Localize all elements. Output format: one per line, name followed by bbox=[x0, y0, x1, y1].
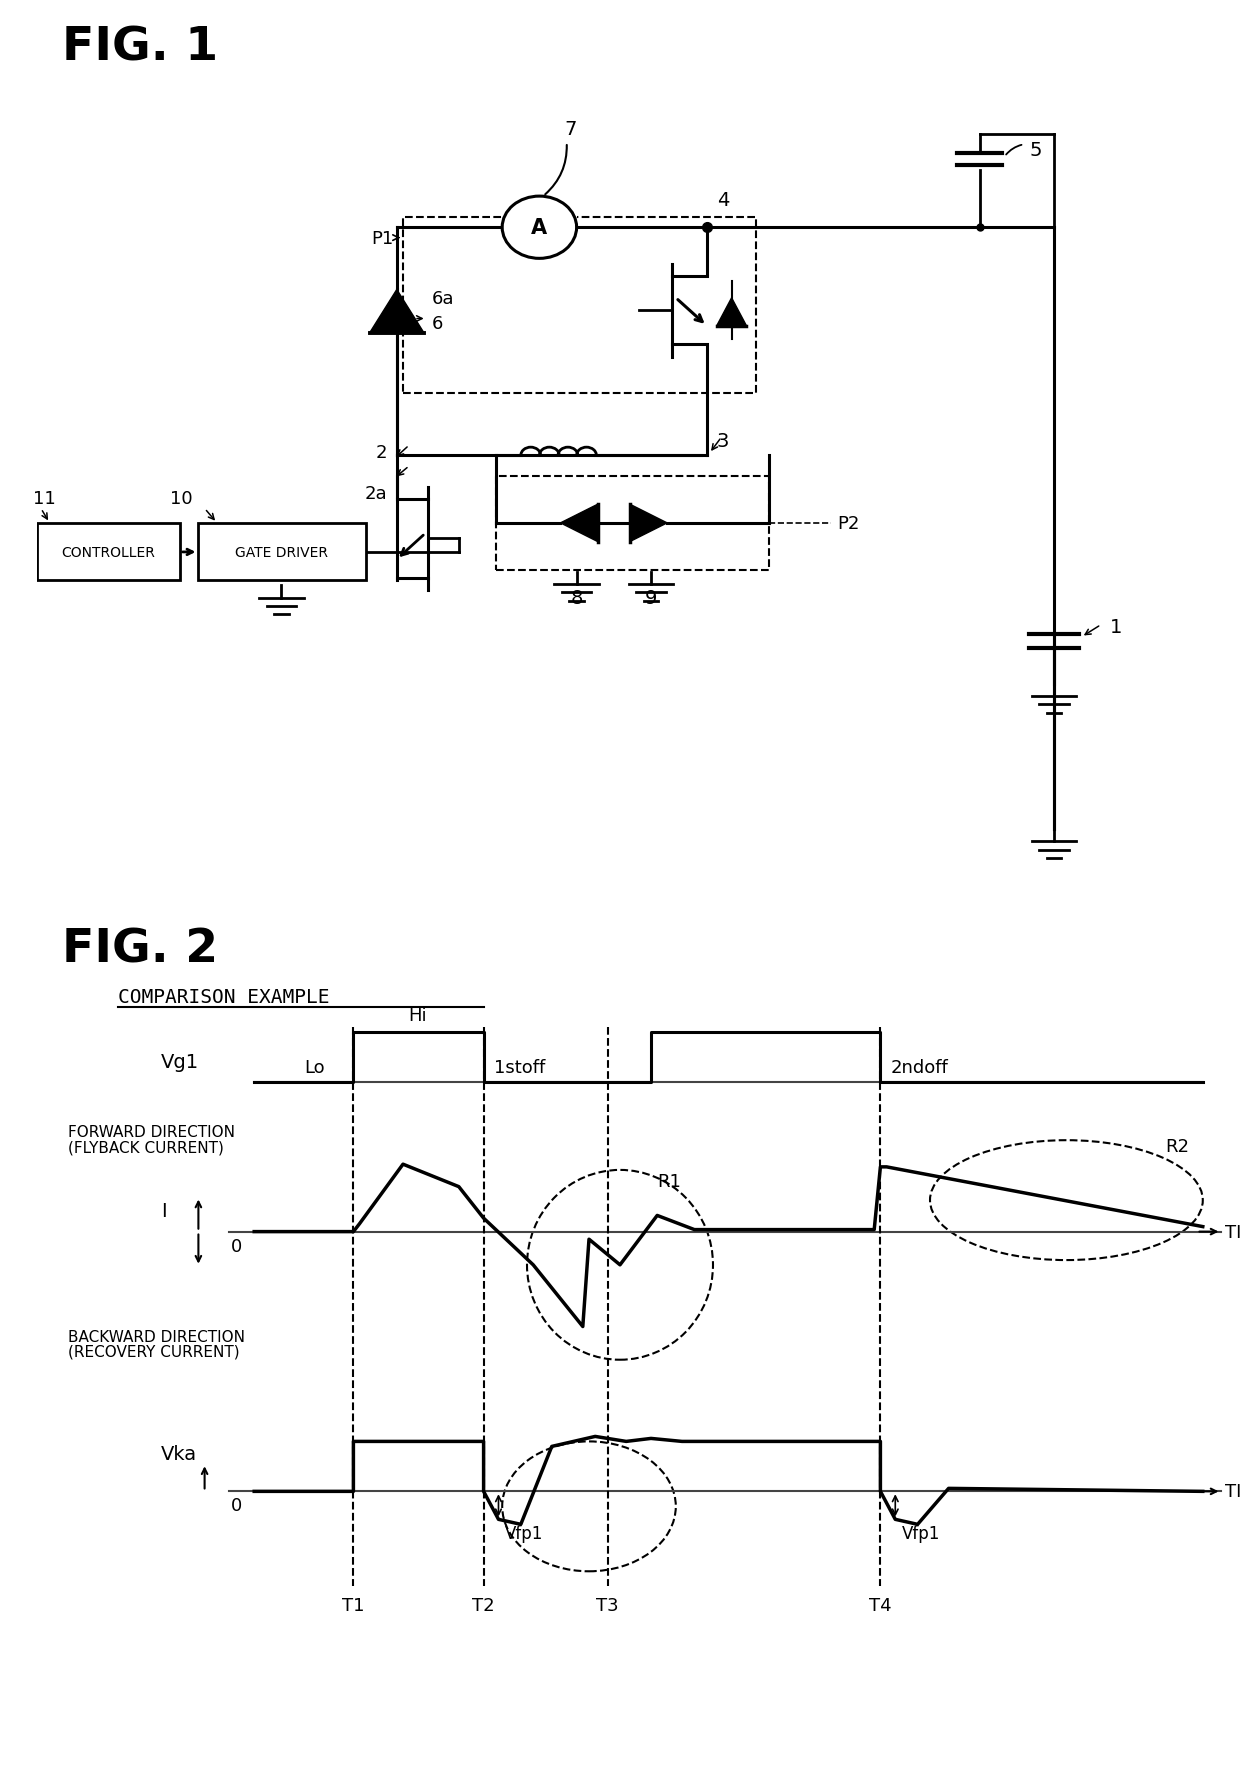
Text: T2: T2 bbox=[472, 1596, 495, 1614]
Text: 2: 2 bbox=[376, 444, 387, 462]
Text: A: A bbox=[531, 218, 548, 238]
Text: 0: 0 bbox=[231, 1497, 242, 1515]
Text: I: I bbox=[161, 1200, 167, 1220]
Text: 2ndoff: 2ndoff bbox=[890, 1057, 949, 1077]
Text: Hi: Hi bbox=[408, 1005, 428, 1025]
Polygon shape bbox=[630, 504, 667, 542]
Circle shape bbox=[502, 197, 577, 259]
Text: 1: 1 bbox=[1110, 617, 1122, 637]
Text: P1: P1 bbox=[371, 229, 393, 247]
Text: BACKWARD DIRECTION: BACKWARD DIRECTION bbox=[68, 1329, 246, 1344]
Text: R2: R2 bbox=[1166, 1138, 1189, 1156]
Text: (FLYBACK CURRENT): (FLYBACK CURRENT) bbox=[68, 1140, 224, 1154]
Text: Vka: Vka bbox=[161, 1444, 197, 1463]
Text: T4: T4 bbox=[869, 1596, 892, 1614]
Text: GATE DRIVER: GATE DRIVER bbox=[236, 546, 327, 560]
Polygon shape bbox=[717, 299, 746, 327]
Text: Lo: Lo bbox=[304, 1057, 325, 1077]
Text: FORWARD DIRECTION: FORWARD DIRECTION bbox=[68, 1125, 236, 1140]
Text: COMPARISON EXAMPLE: COMPARISON EXAMPLE bbox=[118, 988, 330, 1005]
Bar bbox=[403, 218, 756, 394]
Text: FIG. 1: FIG. 1 bbox=[62, 25, 218, 72]
Text: T3: T3 bbox=[596, 1596, 619, 1614]
Bar bbox=[496, 478, 769, 571]
Polygon shape bbox=[560, 504, 598, 542]
Text: 0: 0 bbox=[231, 1236, 242, 1254]
Text: 8: 8 bbox=[570, 589, 583, 608]
Text: 11: 11 bbox=[33, 490, 56, 508]
Text: 7: 7 bbox=[564, 120, 577, 140]
Text: R1: R1 bbox=[657, 1172, 681, 1190]
Text: Vfp1: Vfp1 bbox=[505, 1524, 543, 1542]
Text: 3: 3 bbox=[717, 431, 729, 451]
Text: FIG. 2: FIG. 2 bbox=[62, 927, 218, 973]
Text: 6a: 6a bbox=[432, 290, 454, 308]
Bar bbox=[502, 197, 577, 259]
Text: Vfp1: Vfp1 bbox=[901, 1524, 940, 1542]
Bar bbox=[37, 524, 180, 581]
Text: 9: 9 bbox=[645, 589, 657, 608]
Text: TIME: TIME bbox=[1225, 1224, 1240, 1242]
Text: 10: 10 bbox=[170, 490, 192, 508]
Text: 6: 6 bbox=[432, 315, 443, 333]
Text: Vg1: Vg1 bbox=[161, 1052, 200, 1072]
Text: (RECOVERY CURRENT): (RECOVERY CURRENT) bbox=[68, 1344, 239, 1360]
Text: P2: P2 bbox=[837, 515, 859, 533]
Text: CONTROLLER: CONTROLLER bbox=[61, 546, 155, 560]
Text: 5: 5 bbox=[1029, 141, 1042, 159]
Text: 2a: 2a bbox=[365, 485, 387, 503]
Polygon shape bbox=[370, 290, 424, 335]
Text: 4: 4 bbox=[717, 190, 729, 209]
Text: TIME: TIME bbox=[1225, 1483, 1240, 1501]
Text: T1: T1 bbox=[342, 1596, 365, 1614]
Text: 1stoff: 1stoff bbox=[494, 1057, 544, 1077]
Bar bbox=[198, 524, 366, 581]
